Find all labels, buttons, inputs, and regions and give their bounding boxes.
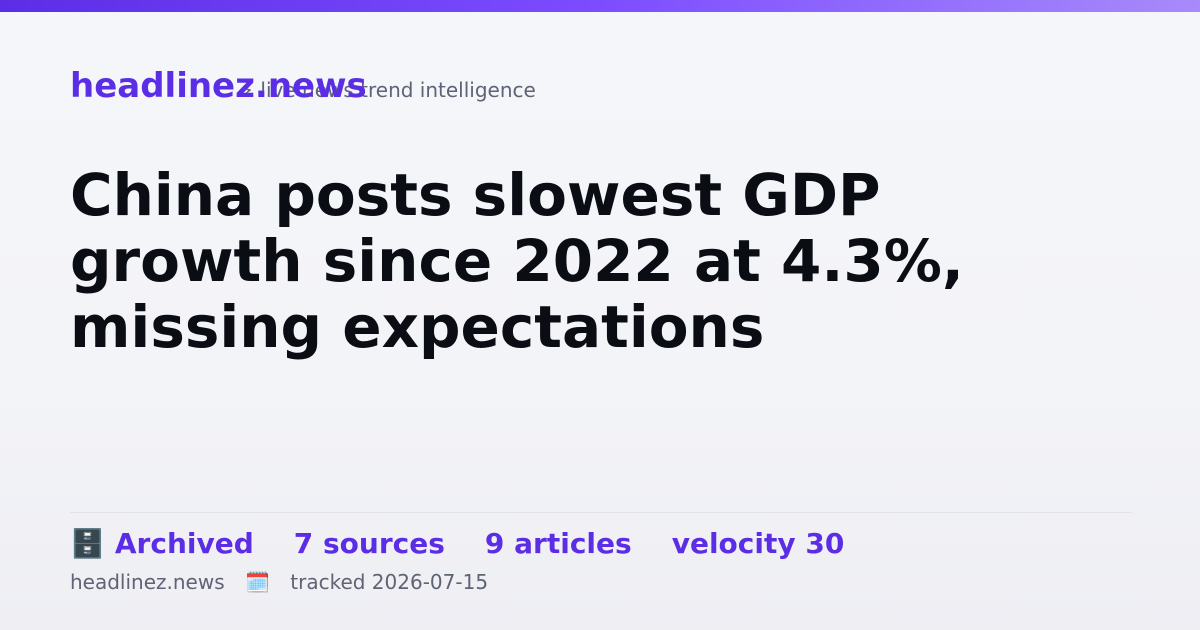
bolt-icon: ⚡ — [240, 78, 255, 102]
footer: headlinez.news 🗓️ tracked 2026-07-15 — [70, 570, 488, 594]
calendar-icon: 🗓️ — [245, 570, 270, 594]
brand-logo[interactable]: headlinez.news — [70, 66, 367, 106]
tracked-date: tracked 2026-07-15 — [290, 570, 489, 594]
headline: China posts slowest GDP growth since 202… — [70, 161, 964, 361]
sources-count: 7 sources — [293, 526, 445, 560]
archive-icon: 🗄️ — [70, 526, 105, 560]
divider — [70, 512, 1132, 513]
footer-site: headlinez.news — [70, 570, 225, 594]
status-label: Archived — [114, 526, 254, 560]
top-accent-bar — [0, 0, 1200, 12]
articles-count: 9 articles — [484, 526, 632, 560]
stats-row: 🗄️ Archived 7 sources 9 articles velocit… — [70, 524, 844, 562]
velocity-value: velocity 30 — [671, 526, 845, 560]
tagline: ⚡ live news trend intelligence — [240, 78, 536, 102]
tagline-text: live news trend intelligence — [260, 78, 536, 102]
status-badge: 🗄️ Archived — [70, 527, 254, 560]
